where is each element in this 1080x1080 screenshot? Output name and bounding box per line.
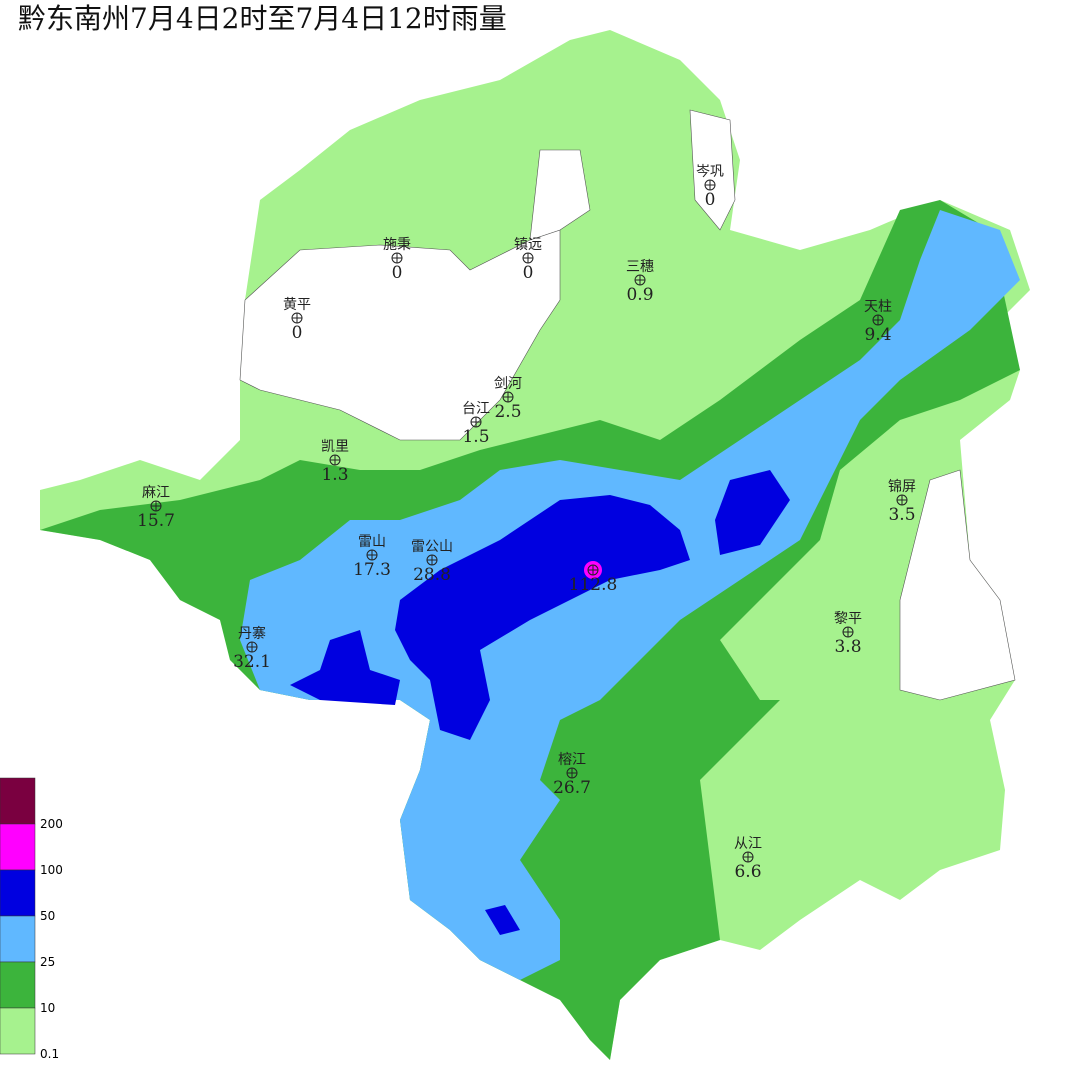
station-value: 9.4: [864, 325, 891, 345]
station-name: 凯里: [321, 439, 349, 455]
station-name: 雷山: [358, 534, 386, 550]
station-name: 锦屏: [888, 478, 916, 495]
station-name: 榕江: [558, 752, 586, 768]
station-value: 1.3: [321, 465, 348, 485]
legend-swatch: [0, 777, 36, 825]
station-value: 6.6: [734, 862, 761, 882]
area-lightblue: [240, 210, 1020, 980]
area-blue: [485, 905, 520, 935]
station-value: 17.3: [353, 560, 391, 580]
station-value: 0: [705, 190, 716, 210]
legend-label: 100: [40, 863, 63, 877]
legend-swatch: [0, 823, 36, 871]
station-value: 15.7: [137, 511, 175, 531]
legend-swatch: [0, 869, 36, 917]
station-value: 3.8: [834, 637, 861, 657]
area-blue: [290, 630, 400, 705]
legend-label: 25: [40, 955, 55, 969]
legend-label: 0.1: [40, 1047, 59, 1061]
rain-areas: [40, 30, 1030, 1060]
station-value: 2.5: [494, 402, 521, 422]
station-name: 镇远: [514, 237, 542, 253]
legend-label: 200: [40, 817, 63, 831]
station-value: 32.1: [233, 652, 271, 672]
station-value: 1.5: [462, 427, 489, 447]
station-name: 丹寨: [238, 625, 266, 642]
station-value: 26.7: [553, 778, 591, 798]
legend-label: 10: [40, 1001, 55, 1015]
station-value: 0: [523, 263, 534, 283]
station-value: 0: [292, 323, 303, 343]
station-name: 从江: [734, 836, 762, 852]
station-name: 剑河: [494, 376, 522, 392]
area-white: [529, 149, 591, 241]
station-name: 黎平: [834, 611, 862, 627]
legend-swatch: [0, 915, 36, 963]
area-white: [689, 109, 736, 231]
area-white: [239, 229, 561, 441]
station-name: 岑巩: [696, 164, 724, 180]
legend-label: 50: [40, 909, 55, 923]
station-name: 黄平: [283, 296, 311, 313]
station-name: 麻江: [142, 485, 170, 501]
station-name: 台江: [462, 401, 490, 417]
station-name: 雷公山: [411, 539, 453, 555]
station-name: 天柱: [864, 299, 892, 315]
area-white: [899, 469, 1016, 701]
title: 黔东南州7月4日2时至7月4日12时雨量: [18, 2, 507, 35]
area-blue: [715, 470, 790, 555]
area-blue: [395, 495, 690, 740]
legend: 200 100 50 25 10 0.1: [0, 777, 63, 1061]
legend-swatch: [0, 961, 36, 1009]
station-value: 28.8: [413, 565, 451, 585]
station-value: 0.9: [626, 285, 653, 305]
stations: 岑巩 0 施秉 0 镇远 0 黄平 0 三穗 0.9 天柱 9.4 剑河 2.5台江 1.5 凯里 1.3 麻江 1…: [137, 164, 916, 882]
station-name: 施秉: [383, 237, 411, 253]
station-value: 112.8: [569, 575, 618, 595]
station-value: 3.5: [888, 505, 915, 525]
legend-swatch: [0, 1007, 36, 1055]
station-name: 三穗: [626, 259, 654, 275]
station-value: 0: [392, 263, 403, 283]
